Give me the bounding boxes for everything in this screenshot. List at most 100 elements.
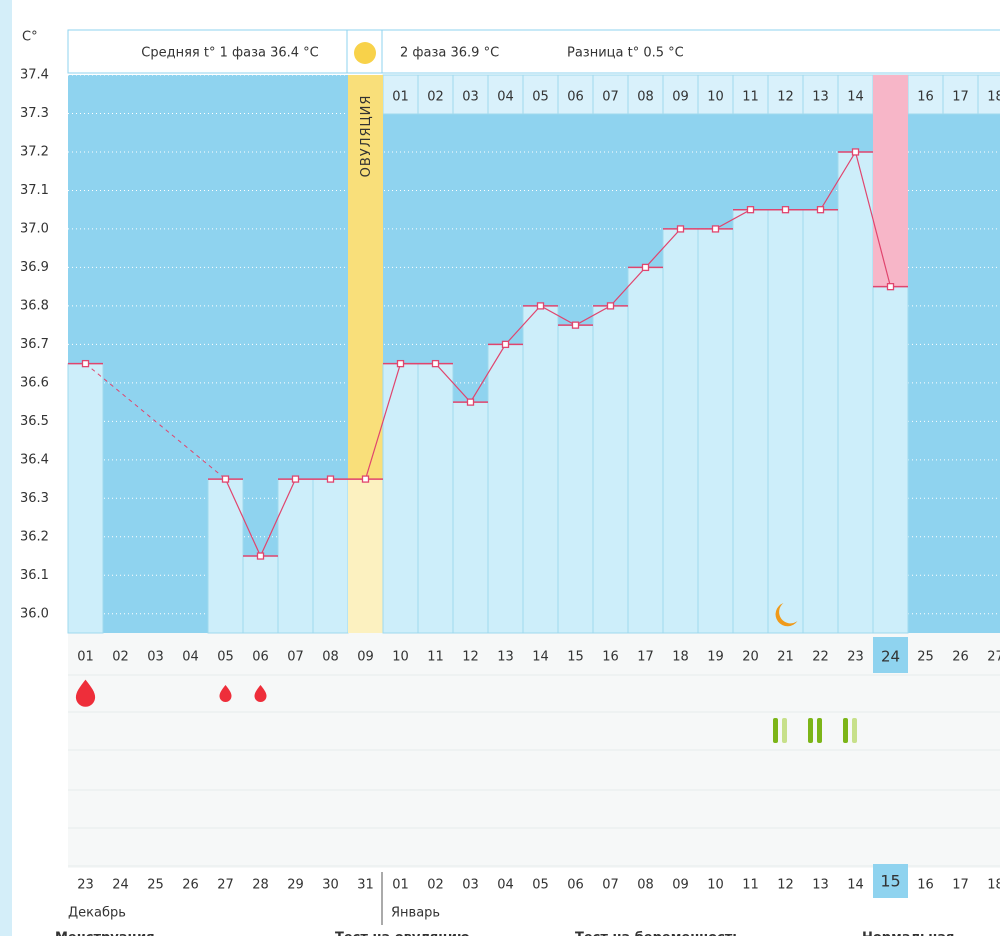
date-label: 18 [987, 878, 1000, 893]
date-label: 23 [77, 878, 94, 893]
date-label: 16 [917, 878, 934, 893]
ovulation-test [817, 718, 822, 743]
y-tick-label: 36.8 [20, 298, 49, 313]
point [431, 359, 440, 368]
day-label: 25 [917, 650, 934, 665]
month-label: Январь [391, 906, 440, 921]
phase2-day: 08 [637, 90, 654, 105]
bar [592, 305, 629, 634]
ovulation-test [808, 718, 813, 743]
day-label: 26 [952, 650, 969, 665]
gap-connector [85, 363, 226, 480]
y-tick-label: 36.0 [20, 606, 49, 621]
point [291, 475, 300, 483]
phase2-cell [977, 74, 1000, 115]
day-label: 22 [812, 650, 829, 665]
y-tick-label: 37.0 [20, 221, 49, 236]
y-tick-label: 37.3 [20, 106, 49, 121]
point [641, 263, 650, 272]
point [676, 225, 685, 233]
date-label: 09 [672, 878, 689, 893]
day-label: 27 [987, 650, 1000, 665]
date-label: 01 [392, 878, 409, 893]
day-label: 07 [287, 650, 304, 665]
day-label: 11 [427, 650, 444, 665]
phase2-day: 09 [672, 90, 689, 105]
legend-label: Тест на беременность [575, 931, 741, 936]
phase2-day: 13 [812, 90, 829, 105]
ovulation-band [348, 75, 383, 480]
day-label: 21 [777, 650, 794, 665]
date-label: 29 [287, 878, 304, 893]
bar [242, 555, 279, 634]
bar [837, 151, 874, 634]
point [221, 475, 230, 483]
moon-icon [775, 603, 798, 627]
y-tick-label: 36.4 [20, 452, 49, 467]
bar [207, 478, 244, 634]
point [711, 225, 720, 233]
phase2-day: 14 [847, 90, 864, 105]
phase2-cell [907, 74, 944, 115]
phase2-day: 05 [532, 90, 549, 105]
temperature-difference: Разница t° 0.5 °C [567, 46, 684, 61]
day-label: 03 [147, 650, 164, 665]
phase2-day: 07 [602, 90, 619, 105]
date-label: 08 [637, 878, 654, 893]
header-box [67, 29, 1000, 74]
phase2-day: 06 [567, 90, 584, 105]
phase1-average: Средняя t° 1 фаза 36.4 °C [141, 46, 318, 61]
today-band [873, 75, 908, 287]
date-label: 31 [357, 878, 374, 893]
phase2-day: 17 [952, 90, 969, 105]
y-tick-label: 37.1 [20, 183, 49, 198]
y-tick-label: 36.5 [20, 414, 49, 429]
date-label: 12 [777, 878, 794, 893]
y-tick-label: 36.1 [20, 568, 49, 583]
today-box [873, 637, 908, 673]
phase2-day: 10 [707, 90, 724, 105]
bar [802, 209, 839, 634]
period-drop [219, 685, 232, 702]
bar [872, 286, 909, 634]
point [396, 359, 405, 368]
date-label: 13 [812, 878, 829, 893]
phase2-average: 2 фаза 36.9 °C [400, 46, 499, 61]
date-label: 30 [322, 878, 339, 893]
day-label: 09 [357, 650, 374, 665]
point [256, 552, 265, 560]
day-label: 08 [322, 650, 339, 665]
day-label: 24 [881, 648, 900, 666]
bar [312, 478, 349, 634]
date-label: 10 [707, 878, 724, 893]
point [81, 359, 90, 368]
phase2-cell [662, 74, 699, 115]
bar [277, 478, 314, 634]
y-tick-label: 36.6 [20, 375, 49, 390]
date-label: 24 [112, 878, 129, 893]
point [326, 475, 335, 483]
phase2-cell [417, 74, 454, 115]
phase2-cell [382, 74, 419, 115]
day-label: 18 [672, 650, 689, 665]
bar [627, 266, 664, 634]
bar [67, 363, 104, 634]
phase2-day: 18 [987, 90, 1000, 105]
day-label: 19 [707, 650, 724, 665]
day-label: 05 [217, 650, 234, 665]
sun-icon [354, 42, 376, 64]
point [466, 398, 475, 406]
legend-label: Тест на овуляцию [335, 931, 470, 936]
day-label: 02 [112, 650, 129, 665]
side-strip [0, 0, 12, 936]
phase2-cell [732, 74, 769, 115]
day-label: 15 [567, 650, 584, 665]
y-tick-label: 36.7 [20, 337, 49, 352]
phase2-cell [837, 74, 874, 115]
date-label: 25 [147, 878, 164, 893]
point [606, 302, 615, 310]
bar [487, 343, 524, 634]
phase2-day: 04 [497, 90, 514, 105]
period-drop [75, 679, 96, 707]
